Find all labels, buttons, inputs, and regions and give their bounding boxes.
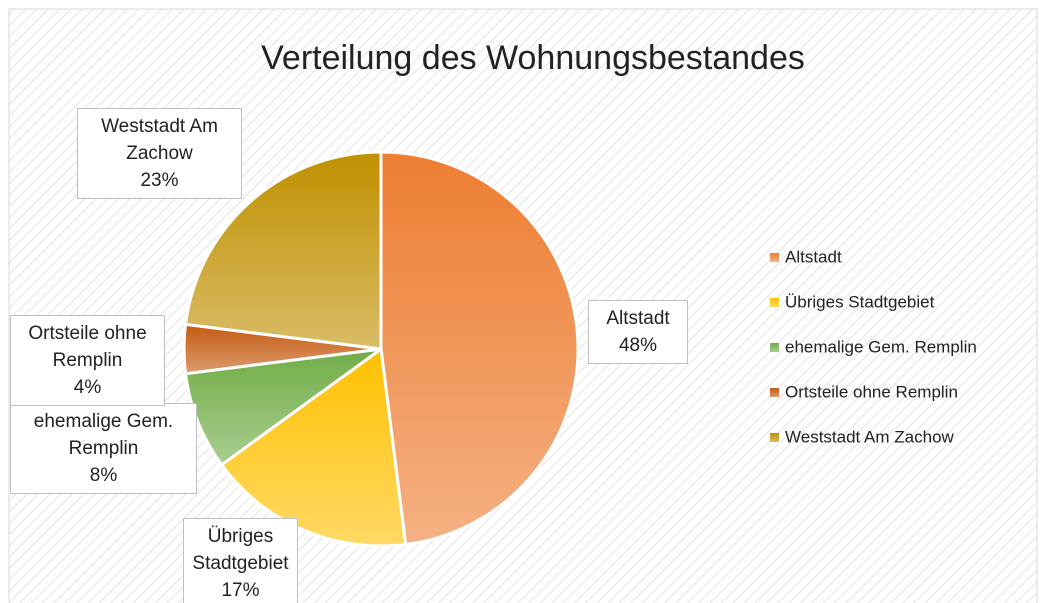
label-value: 48% [618, 335, 658, 356]
label-category: Weststadt Am Zachow [101, 116, 218, 164]
legend-label: Übriges Stadtgebiet [785, 292, 935, 311]
legend-marker [770, 388, 779, 397]
pie-slice [379, 150, 580, 547]
data-label: ehemalige Gem. Remplin 8% [10, 403, 197, 494]
pie-slice [183, 150, 383, 351]
label-category: ehemalige Gem. Remplin [33, 411, 174, 459]
label-value: 4% [73, 377, 102, 398]
label-category: Übriges Stadtgebiet [192, 526, 289, 574]
label-value: 17% [221, 580, 260, 601]
data-label: Weststadt Am Zachow 23% [77, 108, 242, 199]
legend-marker [770, 433, 779, 442]
legend-label: Altstadt [785, 247, 842, 266]
label-value: 8% [89, 465, 118, 486]
legend-label: Ortsteile ohne Remplin [785, 382, 958, 401]
legend-marker [770, 343, 779, 352]
legend-marker [770, 253, 779, 262]
data-label: Übriges Stadtgebiet 17% [183, 518, 298, 603]
pie-slice [183, 347, 382, 467]
chart-title: Verteilung des Wohnungsbestandes [261, 39, 805, 77]
data-label: Altstadt 48% [588, 300, 688, 364]
legend-label: ehemalige Gem. Remplin [785, 337, 977, 356]
label-category: Ortsteile ohne Remplin [28, 323, 147, 371]
pie-slice [219, 346, 408, 548]
legend-label: Weststadt Am Zachow [785, 427, 955, 446]
label-category: Altstadt [606, 308, 670, 329]
legend-marker [770, 298, 779, 307]
data-label: Ortsteile ohne Remplin 4% [10, 315, 165, 406]
label-value: 23% [140, 170, 179, 191]
